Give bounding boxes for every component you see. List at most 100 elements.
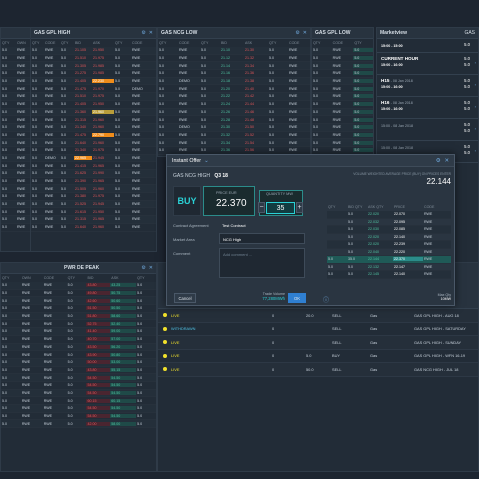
chevron-right-icon[interactable]: › [474,104,476,109]
chevron-right-icon[interactable]: › [474,148,476,153]
table-row[interactable]: 5.0 RWE RWE 5.0 50.00 53.00 5.0 [1,358,156,367]
cancel-button[interactable]: Cancel [174,293,196,303]
table-row[interactable]: 5.0 RWE 5.0 21.24 21.44 5.0 RWE [158,101,310,109]
marketview-item[interactable]: 15:00 - 08 Jan 2018 5.0 5.0 › [377,119,478,141]
table-row[interactable]: 5.0 RWE 5.0 [312,62,373,71]
table-row[interactable]: 5.0 RWE 5.0 21.32 21.52 5.0 RWE [158,132,310,140]
table-row[interactable]: 5.0 RWE 5.0 21.315 21.960 5.0 RWE [31,116,156,124]
table-row[interactable]: 5.0 RWE 5.0 [312,70,373,78]
table-row[interactable]: 5.0 RWE 5.0 21.405 22.230 5.0 RWE [31,77,156,86]
gear-icon[interactable]: ⚙ [435,157,441,164]
close-icon[interactable]: ✕ [444,157,449,164]
table-row[interactable]: 5.0 RWE RWE 5.0 42.60 50.60 5.0 [1,297,156,306]
table-row[interactable]: 5.0 RWE 5.0 [312,101,373,109]
table-row[interactable]: 5.0 RWE 5.0 21.475 21.970 5.0 DEMO [31,85,156,94]
table-row[interactable]: 5.0 RWE 5.0 21.525 21.945 5.0 RWE [31,200,156,209]
table-row[interactable]: 5.0 RWE RWE 5.0 43.80 55.15 5.0 [1,367,156,375]
table-row[interactable]: 5.0 RWE 5.0 21.22 21.42 5.0 RWE [158,93,310,101]
table-row[interactable]: 5.0 RWE 5.0 21.105 21.950 5.0 RWE [31,47,156,55]
table-row[interactable]: 5.0 RWE RWE 5.0 54.50 54.50 5.0 [1,374,156,382]
chevron-right-icon[interactable]: › [474,126,476,131]
table-row[interactable]: 5.0 RWE 5.0 21.475 22.790 5.0 RWE [31,132,156,140]
table-row[interactable]: 5.0 RWE RWE 5.0 43.90 50.80 5.0 [1,351,156,359]
order-row[interactable]: LIVE 0 50.0 SELL Gas GAS NCG HIGH - JUL 18 [158,363,478,377]
table-row[interactable]: 5.0 RWE 5.0 21.640 21.960 5.0 RWE [31,139,156,147]
ladder-row[interactable]: 5.0 22.032 22.095 RWE [327,219,451,226]
gear-icon[interactable]: ⚙ [141,30,146,36]
table-row[interactable]: 5.0 RWE 5.0 [312,85,373,94]
marketview-item[interactable]: H15 - 08 Jan 2018 15:00 - 16:00 5.0 5.0 › [377,75,478,97]
comment-field[interactable]: Add comment ... [219,248,305,278]
contract-value[interactable]: Test Contract [222,223,246,228]
table-row[interactable]: 5.0 RWE 5.0 21.315 21.965 5.0 RWE [31,216,156,224]
table-row[interactable]: 5.0 RWE RWE 5.0 51.80 58.60 5.0 [1,312,156,321]
price-box[interactable]: PRICE EUR 22.370 [203,186,255,216]
order-row[interactable]: LIVE 0 SELL Gas GAS GPL HIGH - SUNDAY [158,336,478,350]
marketview-item[interactable]: CURRENT HOUR 15:00 - 16:00 5.0 5.0 › [377,53,478,75]
quantity-decrement-button[interactable]: − [258,202,265,213]
table-row[interactable]: 5.0 RWE 5.0 21.305 21.985 5.0 RWE [31,62,156,71]
table-row[interactable]: 5.0 RWE RWE 5.0 60.15 60.15 5.0 [1,397,156,405]
ladder-row[interactable]: 5.0 5.0 22.132 22.147 RWE [327,264,451,271]
table-row[interactable]: 5.0 RWE 5.0 [312,139,373,147]
ladder-row[interactable]: 5.0 35.0 22.144 22.370 RWE [327,256,451,264]
table-row[interactable]: 5.0 RWE RWE 5.0 54.50 54.50 5.0 [1,413,156,421]
table-row[interactable]: 5.0 RWE RWE 5.0 54.50 54.50 5.0 [1,389,156,398]
table-row[interactable]: 5.0 RWE 5.0 21.340 21.975 5.0 RWE [31,147,156,155]
table-row[interactable]: 5.0 RWE RWE 5.0 40.70 57.00 5.0 [1,336,156,344]
close-icon[interactable]: ✕ [302,30,307,36]
market-area-select[interactable]: NCG High [219,233,305,244]
ladder-row[interactable]: 5.0 5.0 22.145 22.140 RWE [327,271,451,279]
ladder-row[interactable]: 5.0 22.020 22.140 RWE [327,234,451,241]
table-row[interactable]: 5.0 RWE 5.0 21.405 21.950 5.0 RWE [31,101,156,109]
quantity-input[interactable]: 35 [266,202,295,214]
table-row[interactable]: 5.0 RWE RWE 5.0 52.75 52.40 5.0 [1,320,156,329]
table-row[interactable]: 5.0 RWE 5.0 21.12 21.32 5.0 RWE [158,55,310,63]
table-row[interactable]: 5.0 RWE 5.0 [312,55,373,63]
marketview-item[interactable]: H16 - 08 Jan 2018 15:00 - 16:00 5.0 5.0 › [377,97,478,119]
marketview-item[interactable]: 15:00 - 15:00 5.0 [377,39,478,53]
chevron-right-icon[interactable]: › [474,60,476,65]
table-row[interactable]: 5.0 RWE RWE 5.0 41.40 59.00 5.0 [1,328,156,336]
table-row[interactable]: 5.0 RWE 5.0 [312,108,373,117]
table-row[interactable]: 5.0 RWE 5.0 21.26 21.46 5.0 RWE [158,108,310,117]
table-row[interactable]: 5.0 RWE 5.0 21.275 21.985 5.0 RWE [31,70,156,78]
table-row[interactable]: 5.0 RWE RWE 5.0 51.50 50.50 5.0 [1,305,156,313]
table-row[interactable]: 5.0 RWE 5.0 [312,116,373,124]
close-icon[interactable]: ✕ [148,265,153,271]
table-row[interactable]: 5.0 RWE RWE 5.0 49.80 50.75 5.0 [1,290,156,298]
table-row[interactable]: 5.0 RWE 5.0 21.340 21.960 5.0 RWE [31,123,156,132]
ladder-row[interactable]: 5.0 22.020 22.239 RWE [327,241,451,249]
table-row[interactable]: 5.0 RWE 5.0 [312,123,373,132]
gear-icon[interactable]: ⚙ [141,265,146,271]
table-row[interactable]: 5.0 RWE 5.0 21.360 21.960 5.0 RWE [31,108,156,117]
table-row[interactable]: 5.0 RWE RWE 5.0 42.00 58.00 5.0 [1,420,156,429]
buy-side-toggle[interactable]: BUY [173,186,201,216]
table-row[interactable]: 5.0 RWE 5.0 21.28 21.48 5.0 RWE [158,116,310,124]
ladder-row[interactable]: 5.0 22.030 22.085 RWE [327,226,451,234]
table-row[interactable]: 5.0 DEMO 5.0 21.30 21.50 5.0 RWE [158,123,310,132]
order-row[interactable]: LIVE 0 5.0 BUY Gas GAS GPL HIGH - WFN 16-19 [158,350,478,363]
quantity-increment-button[interactable]: + [296,202,303,213]
table-row[interactable]: 5.0 RWE 5.0 [312,132,373,140]
chevron-right-icon[interactable]: › [474,82,476,87]
table-row[interactable]: 5.0 RWE 5.0 21.380 21.975 5.0 RWE [31,193,156,201]
chevron-down-icon[interactable]: ⌄ [204,157,209,164]
table-row[interactable]: 5.0 RWE 5.0 21.510 21.975 5.0 RWE [31,55,156,63]
table-row[interactable]: 5.0 RWE 5.0 [312,47,373,55]
table-row[interactable]: 5.0 RWE 5.0 21.34 21.54 5.0 RWE [158,139,310,147]
gear-icon[interactable]: ⚙ [295,30,300,36]
table-row[interactable]: 5.0 RWE 5.0 21.20 21.40 5.0 RWE [158,85,310,94]
table-row[interactable]: 5.0 DEMO 5.0 21.18 21.38 5.0 RWE [158,77,310,86]
order-row[interactable]: WITHDRAWN 0 SELL Gas GAS GPL HIGH - SATURDAY [158,323,478,336]
table-row[interactable]: 5.0 DEMO 5.0 22.965 21.945 5.0 RWE [31,154,156,163]
table-row[interactable]: 5.0 RWE 5.0 21.505 21.960 5.0 RWE [31,185,156,194]
table-row[interactable]: 5.0 RWE RWE 5.0 43.50 56.20 5.0 [1,343,156,352]
order-row[interactable]: LIVE 0 20.0 SELL Gas GAS GPL HIGH - AUG 18 [158,309,478,323]
table-row[interactable]: 5.0 RWE 5.0 [312,77,373,86]
table-row[interactable]: 5.0 RWE 5.0 21.10 21.30 5.0 RWE [158,47,310,55]
table-row[interactable]: 5.0 RWE 5.0 21.16 21.36 5.0 RWE [158,70,310,78]
table-row[interactable]: 5.0 RWE RWE 5.0 54.50 54.50 5.0 [1,405,156,413]
table-row[interactable]: 5.0 RWE 5.0 [312,93,373,101]
table-row[interactable]: 5.0 RWE 5.0 21.510 21.975 5.0 RWE [31,93,156,101]
